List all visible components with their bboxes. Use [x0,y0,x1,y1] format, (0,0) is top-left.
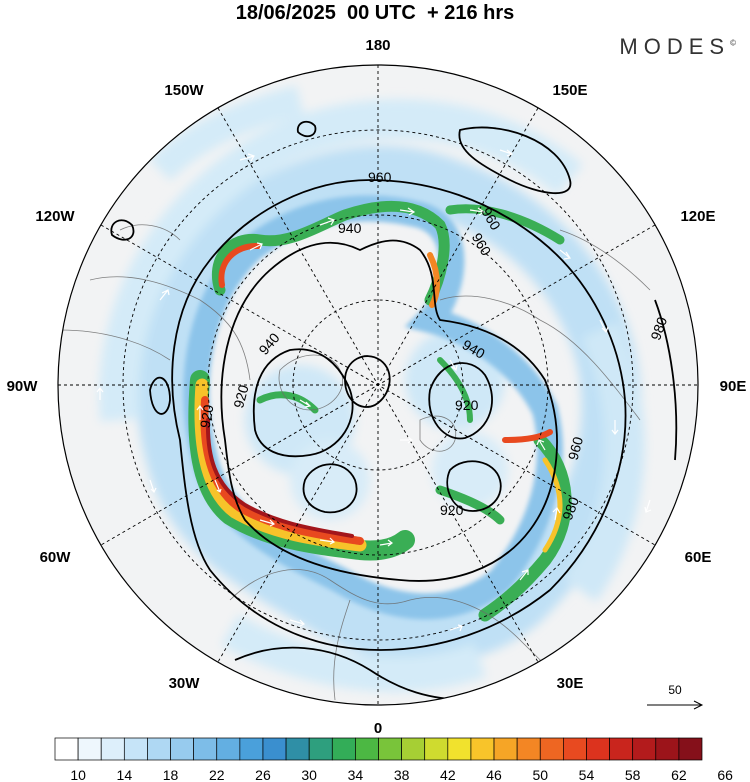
colorbar-swatch [216,737,241,761]
lon-label-90e: 90E [720,378,747,395]
contour-label: 920 [440,502,464,518]
colorbar-tick-label: 30 [301,767,317,782]
lon-label-120w: 120W [35,208,75,225]
lon-label-120e: 120E [680,208,715,225]
copyright-mark: © [730,38,736,48]
colorbar-swatch [77,737,102,761]
colorbar-tick-label: 34 [348,767,364,782]
colorbar-swatch [678,737,703,761]
colorbar-swatch [516,737,541,761]
colorbar-swatch [563,737,587,761]
colorbar-swatch [262,737,287,761]
colorbar-swatch [493,737,518,761]
contour-label: 980 [559,495,582,523]
colorbar-tick-label: 14 [117,767,133,782]
colorbar-tick-label: 26 [255,767,271,782]
colorbar-swatch [447,737,472,761]
colorbar-tick-label: 38 [394,767,410,782]
colorbar-tick-label: 66 [717,767,733,782]
colorbar-swatch [170,737,194,761]
reference-vector-value: 50 [668,683,682,697]
map-boundary [57,64,699,706]
wind-vectors [96,149,652,632]
colorbar-swatch [308,737,333,761]
contour-label: 960 [368,169,392,185]
lon-label-60e: 60E [685,549,712,566]
colorbar-swatch [331,737,356,761]
colorbar-swatch [147,737,171,761]
colorbar-tick-label: 18 [163,767,179,782]
reference-wind-vector: 50 [647,683,704,710]
contour-label: 940 [338,220,362,236]
lon-label-180: 180 [365,37,390,54]
colorbar-tick-label: 22 [209,767,225,782]
contour-label: 920 [197,403,217,429]
colorbar-swatch [285,737,310,761]
contour-label: 920 [230,383,252,410]
colorbar-swatch [586,737,610,761]
colorbar-swatch [100,737,125,761]
colorbar-tick-label: 50 [532,767,548,782]
colorbar-swatch [609,737,634,761]
chart-title: 18/06/2025 00 UTC + 216 hrs [235,2,515,24]
lon-label-0: 0 [374,720,382,737]
colorbar-tick-label: 46 [486,767,502,782]
colorbar-swatch [655,737,680,761]
lon-label-30w: 30W [169,675,201,692]
colorbar-swatch [539,737,564,761]
contour-label: 980 [647,315,670,343]
colorbar-swatch [378,737,402,761]
map-disc: 960 940 960 980 940 940 920 920 960 980 … [58,65,698,705]
lon-label-150w: 150W [164,82,204,99]
colorbar-swatch [401,737,426,761]
colorbar-tick-label: 42 [440,767,456,782]
colorbar-swatch [123,737,148,761]
colorbar-tick-label: 58 [625,767,641,782]
colorbar-swatch [54,737,79,761]
graticule [58,65,698,705]
colorbar-swatch [239,737,264,761]
contour-labels: 960 940 960 980 940 940 920 920 960 980 … [197,169,671,522]
colorbar-swatch [632,737,657,761]
colorbar-swatch [424,737,449,761]
colorbar-tick-label: 62 [671,767,687,782]
colorbar-swatch [470,737,495,761]
lon-label-30e: 30E [557,675,584,692]
colorbar: 10141822263034384246505458626670 [54,737,733,782]
arrow-right-icon [647,700,704,710]
jet-stream [188,200,572,622]
brand-logo: MODES© [619,34,736,60]
colorbar-tick-label: 54 [579,767,595,782]
colorbar-tick-label: 10 [70,767,86,782]
brand-text: MODES [619,34,731,59]
colorbar-swatch [193,737,218,761]
longitude-labels: 180 0 90W 90E 150W 120W 150E 120E 60W 30… [7,37,747,737]
geopotential-contours [110,120,678,701]
lon-label-90w: 90W [7,378,39,395]
lon-label-60w: 60W [40,549,72,566]
lon-label-150e: 150E [552,82,587,99]
colorbar-swatch [355,737,379,761]
contour-label: 960 [565,435,587,462]
contour-label: 920 [455,397,479,413]
